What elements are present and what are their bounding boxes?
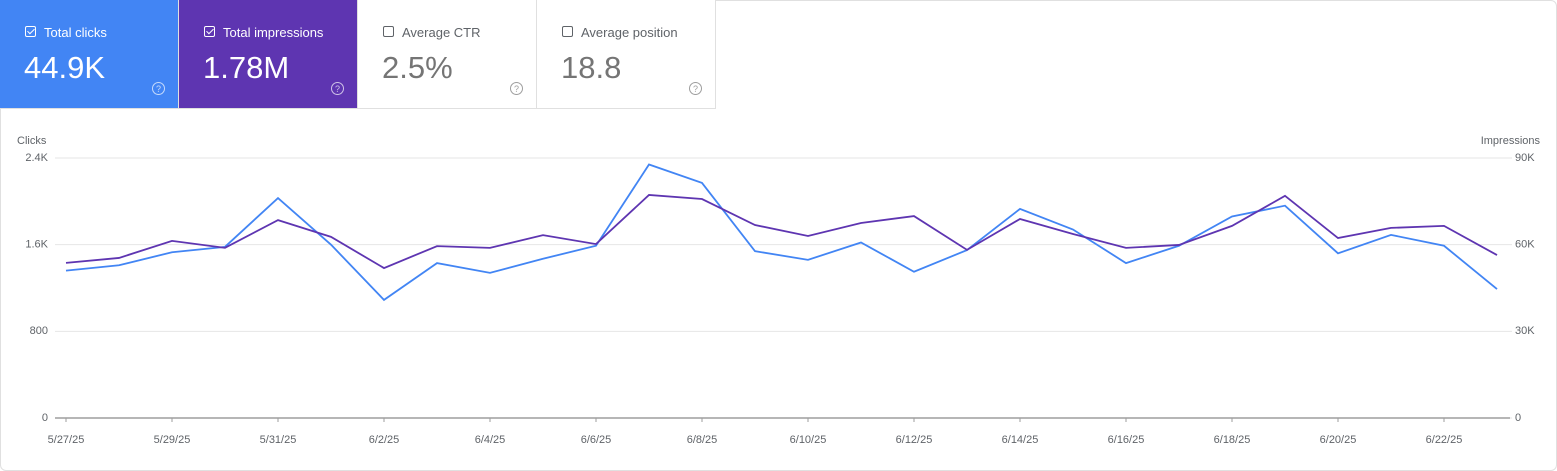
y2-tick-label: 60K bbox=[1515, 239, 1535, 251]
y-tick-label: 0 bbox=[42, 412, 48, 424]
metric-card[interactable]: Average position 18.8? bbox=[537, 0, 716, 109]
x-tick-label: 5/27/25 bbox=[48, 434, 85, 446]
metric-cards: Total clicks 44.9K? Total impressions 1.78M… bbox=[0, 0, 716, 109]
help-icon[interactable]: ? bbox=[689, 82, 702, 95]
series-line bbox=[65, 163, 1498, 302]
metric-card[interactable]: Total impressions 1.78M? bbox=[179, 0, 358, 109]
metric-card[interactable]: Average CTR 2.5%? bbox=[358, 0, 537, 109]
x-tick-label: 6/8/25 bbox=[687, 434, 718, 446]
metric-value: 2.5% bbox=[382, 50, 453, 85]
x-tick-label: 6/2/25 bbox=[369, 434, 400, 446]
x-tick-label: 6/6/25 bbox=[581, 434, 612, 446]
help-icon[interactable]: ? bbox=[510, 82, 523, 95]
series-line bbox=[65, 194, 1498, 270]
metric-label: Average CTR bbox=[402, 25, 481, 40]
y2-axis-title: Impressions bbox=[1481, 135, 1541, 147]
metric-value: 18.8 bbox=[561, 50, 622, 85]
x-tick-label: 6/10/25 bbox=[790, 434, 827, 446]
x-tick-label: 6/18/25 bbox=[1214, 434, 1251, 446]
checkbox[interactable] bbox=[383, 26, 394, 37]
y2-tick-label: 90K bbox=[1515, 152, 1535, 164]
x-tick-label: 6/22/25 bbox=[1426, 434, 1463, 446]
y2-tick-label: 30K bbox=[1515, 325, 1535, 337]
y2-tick-label: 0 bbox=[1515, 412, 1521, 424]
checkbox[interactable] bbox=[562, 26, 573, 37]
checkbox[interactable] bbox=[25, 26, 36, 37]
x-tick-label: 6/14/25 bbox=[1002, 434, 1039, 446]
metric-label: Total clicks bbox=[44, 25, 107, 40]
metric-card[interactable]: Total clicks 44.9K? bbox=[0, 0, 179, 109]
x-tick-label: 6/4/25 bbox=[475, 434, 506, 446]
metric-label: Average position bbox=[581, 25, 678, 40]
x-tick-label: 6/12/25 bbox=[896, 434, 933, 446]
x-tick-label: 5/31/25 bbox=[260, 434, 297, 446]
checkbox[interactable] bbox=[204, 26, 215, 37]
y-axis-title: Clicks bbox=[17, 135, 47, 147]
metric-value: 1.78M bbox=[203, 50, 290, 85]
x-tick-label: 6/16/25 bbox=[1108, 434, 1145, 446]
y-tick-label: 2.4K bbox=[25, 152, 48, 164]
y-tick-label: 800 bbox=[30, 325, 48, 337]
x-tick-label: 6/20/25 bbox=[1320, 434, 1357, 446]
y-tick-label: 1.6K bbox=[25, 239, 48, 251]
metric-label: Total impressions bbox=[223, 25, 324, 40]
help-icon[interactable]: ? bbox=[331, 82, 344, 95]
metric-value: 44.9K bbox=[24, 50, 106, 85]
help-icon[interactable]: ? bbox=[152, 82, 165, 95]
x-tick-label: 5/29/25 bbox=[154, 434, 191, 446]
